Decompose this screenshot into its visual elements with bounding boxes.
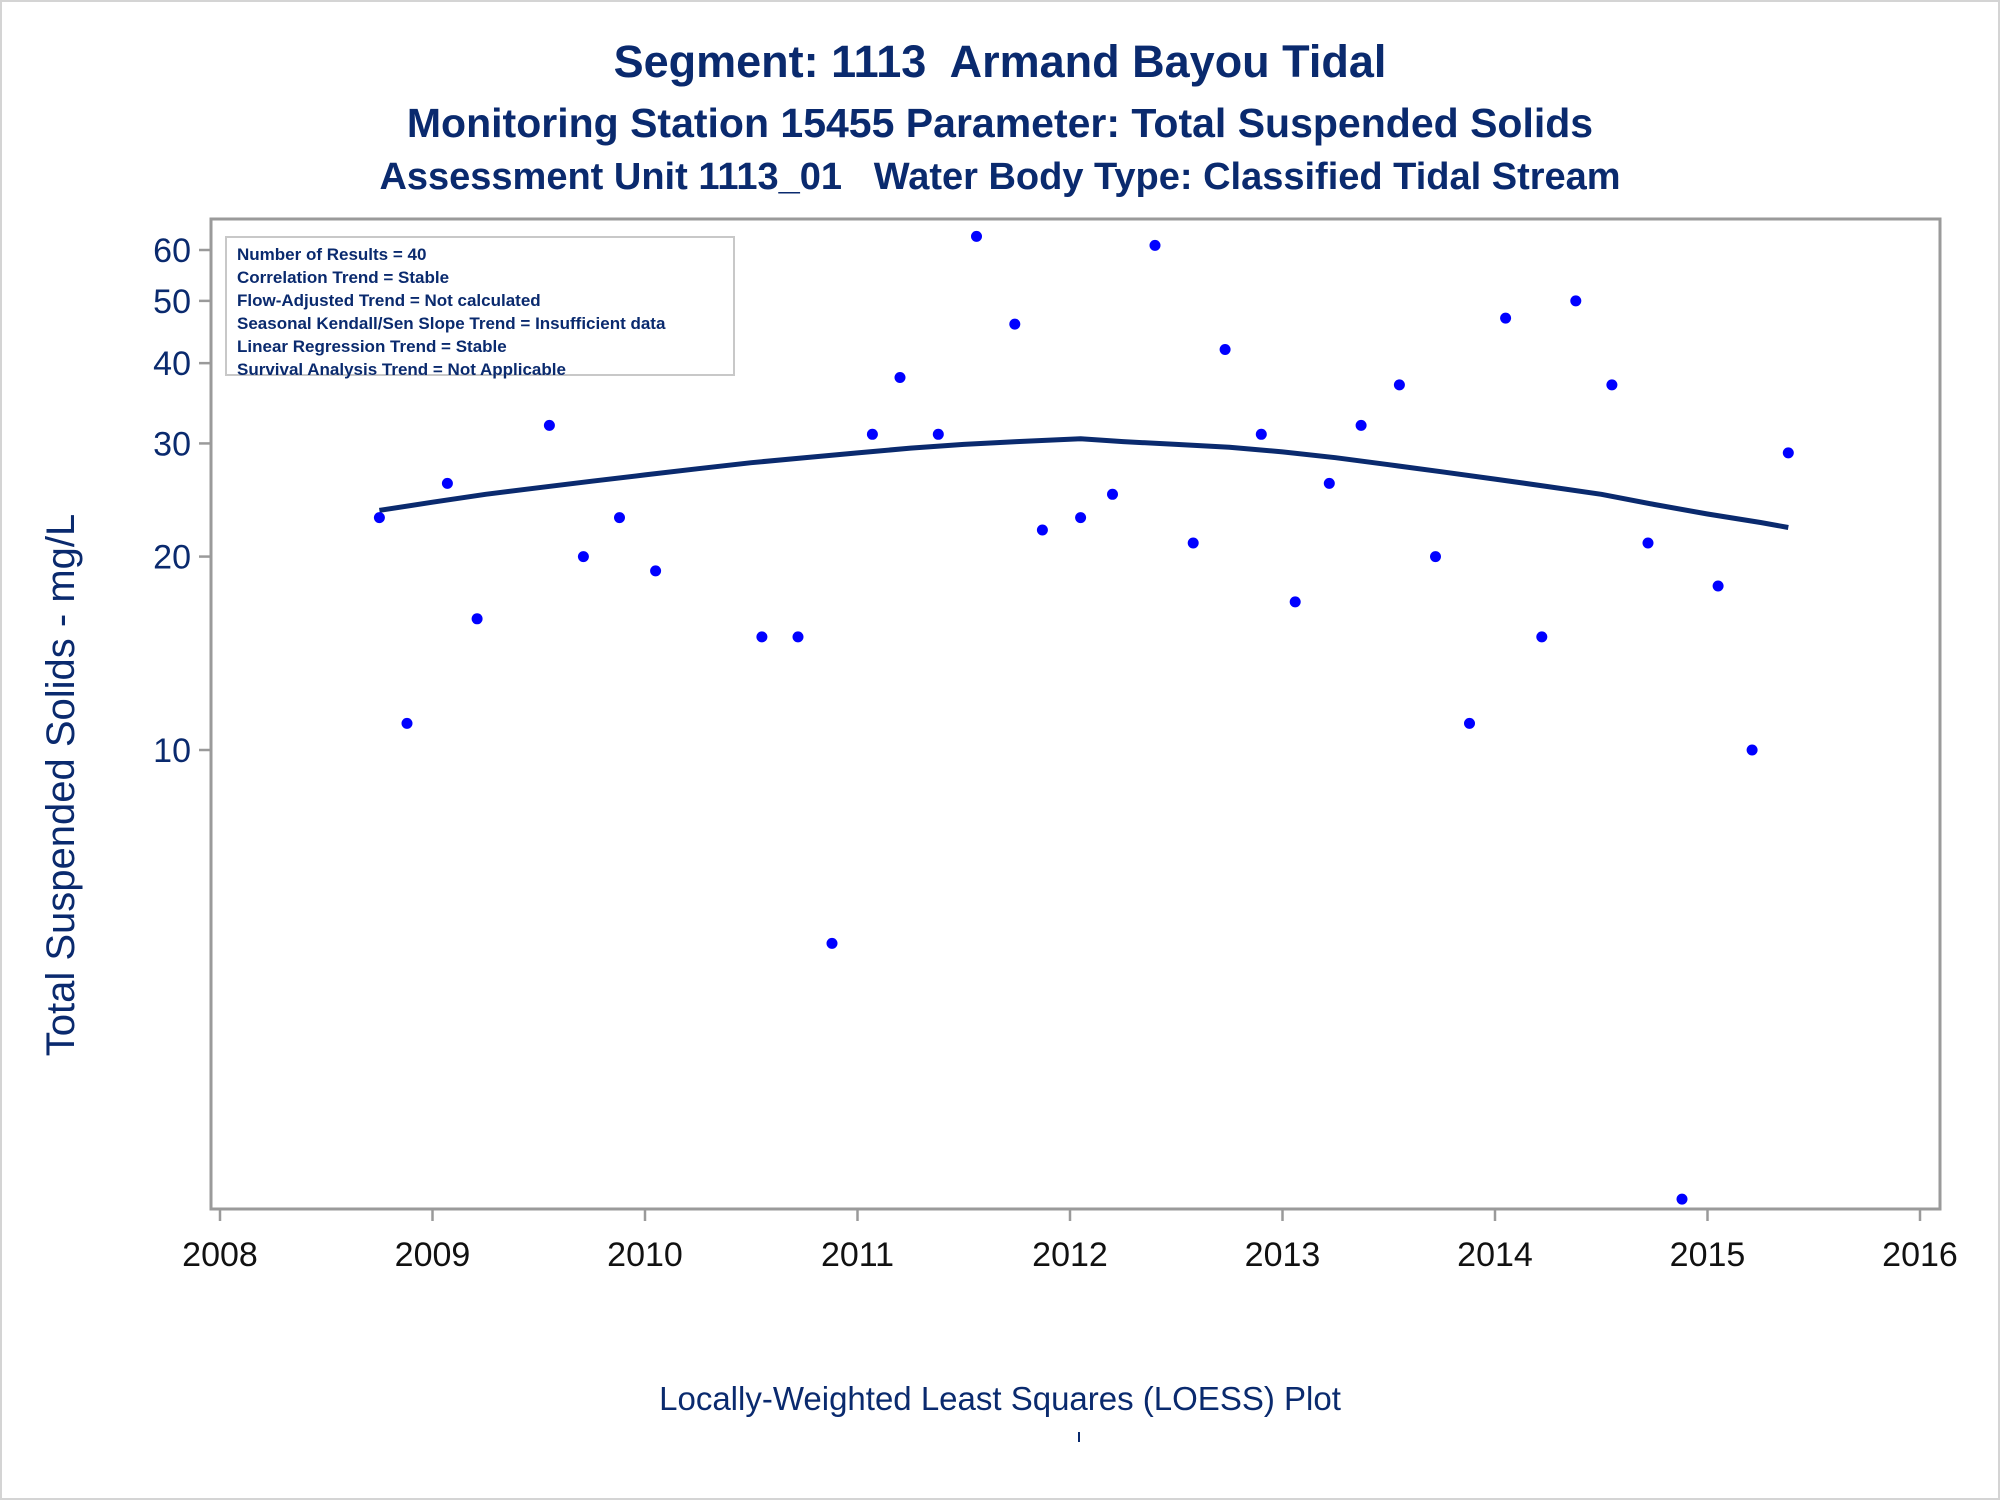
x-tick-label: 2009 [395,1236,471,1274]
plot-border [209,217,1942,1211]
x-tick-label: 2016 [1882,1236,1958,1274]
data-point [1782,447,1794,459]
x-tick-label: 2013 [1245,1236,1321,1274]
data-point [1107,488,1118,500]
x-tick-label: 2015 [1670,1236,1746,1274]
data-point [1606,379,1618,391]
trend-info-box: Number of Results = 40 Correlation Trend… [225,236,735,379]
data-point [894,372,906,383]
y-axis-label: Total Suspended Solids - mg/L [39,513,83,1057]
data-point [650,565,662,577]
chart-title: Segment: 1113 Armand Bayou Tidal [613,36,1387,87]
data-point [971,230,982,242]
data-point [1075,512,1087,524]
y-tick-label: 50 [153,283,191,321]
info-number-of-results: Number of Results = 40 [237,245,427,264]
y-tick-label: 20 [153,539,191,577]
data-point [826,937,838,949]
y-tick-label: 40 [153,345,191,383]
data-point [401,717,413,729]
data-point [1500,312,1512,324]
data-point [1355,419,1367,431]
data-point [1676,1193,1688,1205]
data-point [1323,477,1335,489]
data-point [614,512,625,524]
data-point [792,631,804,643]
data-point [1746,744,1758,756]
data-point [1187,537,1199,549]
data-point [1036,524,1048,536]
data-point [471,613,483,625]
data-point [1289,596,1301,608]
data-point [441,477,453,489]
data-point [756,631,768,643]
info-linear-regression-trend: Linear Regression Trend = Stable [237,337,507,356]
x-tick-label: 2008 [182,1236,258,1274]
data-point [1536,631,1548,643]
data-point [932,428,944,440]
data-point [1009,318,1021,330]
info-correlation-trend: Correlation Trend = Stable [237,268,450,287]
data-point [373,512,385,524]
data-point [1149,239,1161,251]
data-point [1642,537,1654,549]
x-tick-label: 2010 [607,1236,683,1274]
data-point [1255,428,1267,440]
data-point [1570,295,1582,307]
data-point [1219,344,1231,355]
data-point [866,428,878,440]
data-point [1712,580,1724,592]
x-tick-label: 2012 [1032,1236,1108,1274]
loess-line [379,436,1789,530]
x-axis-label: Locally-Weighted Least Squares (LOESS) P… [659,1380,1341,1417]
y-tick-label: 10 [153,732,191,770]
chart-subtitle-assessment: Assessment Unit 1113_01 Water Body Type:… [379,156,1621,198]
data-point [1464,717,1475,729]
info-seasonal-kendall-trend: Seasonal Kendall/Sen Slope Trend = Insuf… [237,314,666,333]
x-tick-label: 2011 [821,1236,894,1274]
info-flow-adjusted-trend: Flow-Adjusted Trend = Not calculated [237,291,541,310]
data-point [577,551,589,563]
info-survival-analysis-trend: Survival Analysis Trend = Not Applicable [237,360,566,379]
data-point [1393,379,1405,391]
footnote-mark [1078,1432,1080,1442]
chart-subtitle-station: Monitoring Station 15455 Parameter: Tota… [406,100,1594,146]
y-tick-label: 30 [153,425,191,463]
data-point [1430,551,1441,563]
x-tick-label: 2014 [1457,1236,1533,1274]
y-tick-label: 60 [153,232,191,270]
data-point [543,419,555,431]
